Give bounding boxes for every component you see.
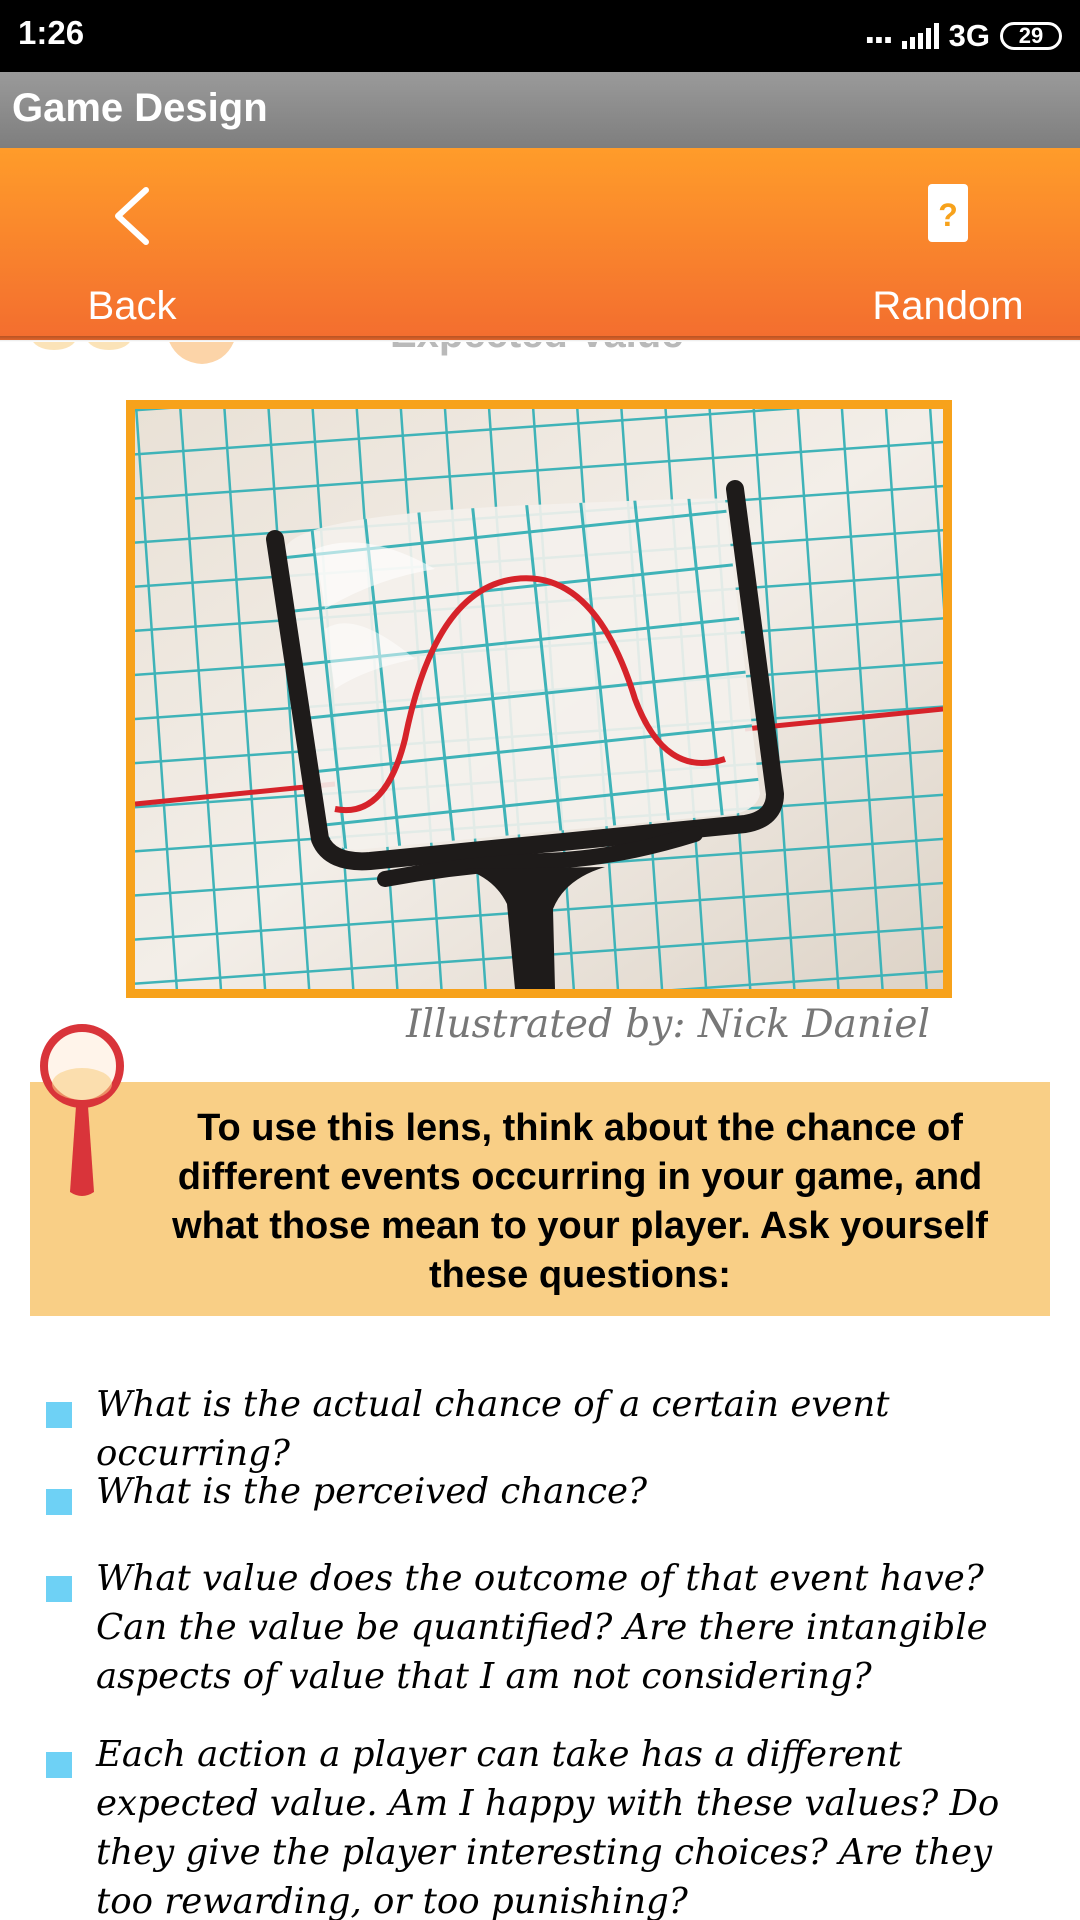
signal-icon	[901, 23, 939, 49]
random-label: Random	[872, 284, 1024, 328]
question-text: Each action a player can take has a diff…	[96, 1734, 1000, 1920]
lens-title: Expected Value	[390, 342, 683, 357]
status-time: 1:26	[18, 14, 85, 51]
toolbar-shadow	[0, 336, 1080, 342]
question-text: What is the actual chance of a certain e…	[96, 1384, 890, 1474]
app-title: Game Design	[12, 86, 268, 130]
toolbar: Back ? Random	[0, 148, 1080, 340]
back-label: Back	[87, 284, 177, 328]
square-bullet-icon	[46, 1576, 72, 1602]
instruction-callout: To use this lens, think about the chance…	[30, 1082, 1050, 1316]
square-bullet-icon	[46, 1402, 72, 1428]
square-bullet-icon	[46, 1752, 72, 1778]
question-text: What value does the outcome of that even…	[96, 1558, 988, 1697]
svg-text:?: ?	[938, 197, 958, 233]
chevron-left-icon	[115, 187, 149, 245]
question-text: What is the perceived chance?	[96, 1471, 648, 1512]
lens-illustration	[126, 400, 952, 998]
status-bar: 1:26 ... 3G 29	[0, 0, 1080, 72]
lens-content[interactable]: Expected Value	[0, 342, 1080, 1920]
network-type: 3G	[948, 18, 990, 53]
app-title-bar: Game Design	[0, 72, 1080, 148]
magnifier-graph-illustration	[135, 409, 943, 989]
status-icons: ... 3G 29	[864, 8, 1062, 58]
battery-icon: 29	[1000, 22, 1062, 50]
instruction-text: To use this lens, think about the chance…	[172, 1107, 988, 1296]
square-bullet-icon	[46, 1489, 72, 1515]
question-card-icon: ?	[928, 184, 968, 242]
magnifying-glass-icon	[40, 1024, 124, 1196]
random-button[interactable]: ? Random	[858, 148, 1038, 340]
battery-level: 29	[1018, 23, 1044, 48]
back-button[interactable]: Back	[62, 148, 202, 340]
notification-dots: ...	[864, 8, 893, 52]
title-decoration-icon	[33, 342, 234, 364]
illustration-caption: Illustrated by: Nick Daniel	[406, 1002, 930, 1047]
